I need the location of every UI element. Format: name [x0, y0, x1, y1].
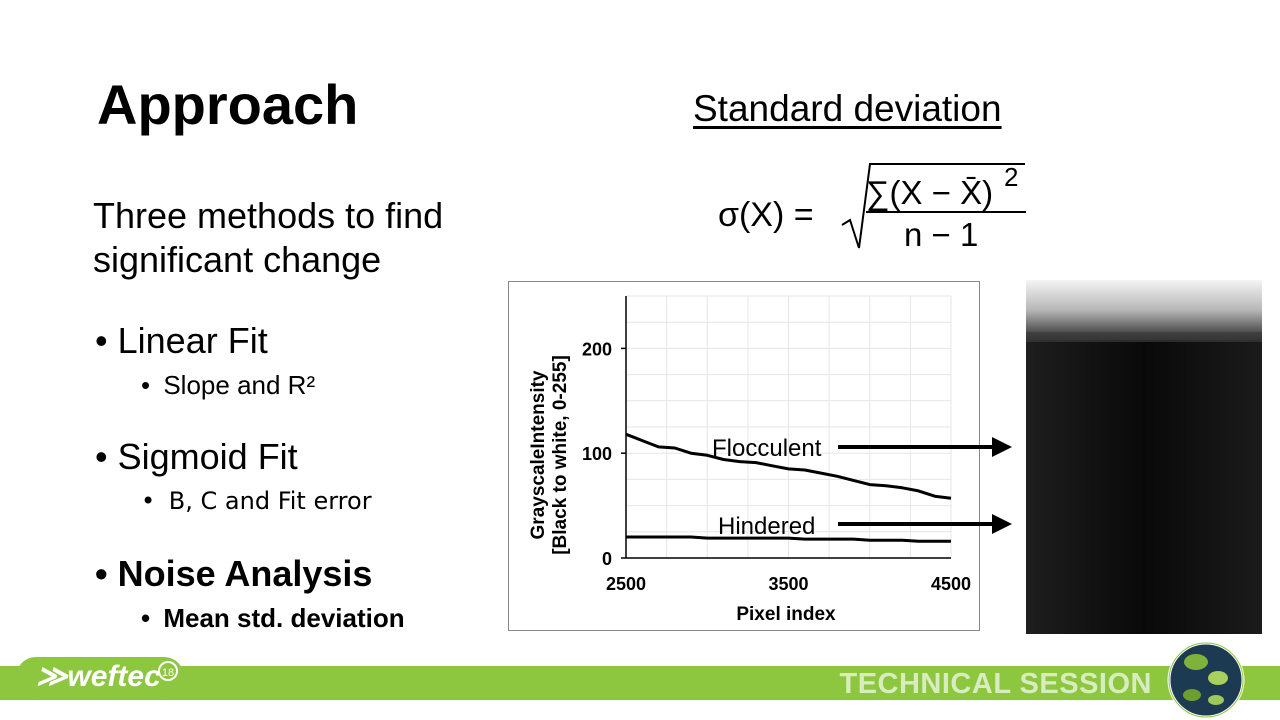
- label-hindered: Hindered: [718, 513, 815, 540]
- bullet-sigmoid-fit: • Sigmoid Fit: [95, 436, 298, 478]
- bullet-glyph: •: [95, 436, 108, 477]
- y-axis-label-line1: GrayscaleIntensity: [528, 370, 549, 539]
- bullet-glyph: •: [141, 603, 151, 633]
- weftec-logo-background: [16, 657, 184, 697]
- bullet-glyph: •: [141, 487, 156, 515]
- weftec-logo-superscript: 18: [158, 661, 178, 681]
- bullet-label: Noise Analysis: [117, 553, 373, 594]
- series-layer: [625, 432, 952, 543]
- footer-band: [0, 666, 1280, 700]
- formula-denominator: n − 1: [904, 216, 978, 253]
- sub-bullet-label: Slope and R²: [163, 370, 316, 400]
- sub-bullet-linear-fit: • Slope and R²: [141, 370, 315, 401]
- sub-bullet-sigmoid-fit: • B, C and Fit error: [141, 487, 372, 515]
- std-dev-formula: σ(X) = ∑(X − X̄) 2 n − 1: [718, 162, 1026, 253]
- logo-mark-icon: ≫: [36, 660, 68, 693]
- intro-text: Three methods to find significant change: [93, 194, 513, 282]
- sub-bullet-label: Mean std. deviation: [163, 603, 405, 633]
- slide-title: Approach: [97, 73, 359, 136]
- sub-bullet-label: B, C and Fit error: [168, 487, 372, 515]
- formula-lhs: σ(X) =: [718, 196, 814, 234]
- settling-column-photo: [1026, 280, 1262, 634]
- chart-ticks: 0 100 200 2500 3500 4500: [582, 339, 971, 594]
- intro-line-2: significant change: [93, 239, 382, 280]
- y-tick-label: 100: [582, 444, 612, 464]
- x-axis-label: Pixel index: [736, 604, 836, 625]
- bullet-linear-fit: • Linear Fit: [95, 320, 268, 362]
- y-axis-label-line2: [Black to white, 0-255]: [550, 355, 571, 555]
- formula-numerator: ∑(X − X̄): [866, 174, 993, 211]
- intro-line-1: Three methods to find: [93, 195, 444, 236]
- weftec-logo-text: weftec: [67, 660, 161, 693]
- weftec-logo: ≫weftec: [36, 659, 161, 694]
- bullet-noise-analysis: • Noise Analysis: [95, 553, 372, 595]
- formula-exponent: 2: [1004, 162, 1018, 192]
- y-tick-label: 200: [582, 339, 612, 359]
- lily-pad-badge-icon: [1167, 641, 1245, 719]
- y-tick-label: 0: [602, 549, 612, 569]
- bullet-glyph: •: [95, 553, 108, 594]
- session-label: TECHNICAL SESSION: [839, 668, 1152, 700]
- chart-frame: [508, 281, 980, 631]
- grayscale-chart: 0 100 200 2500 3500 4500 Pixel index Grayscal…: [528, 295, 971, 625]
- bullet-label: Sigmoid Fit: [117, 436, 298, 477]
- series-line-hindered: [626, 535, 951, 543]
- bullet-glyph: •: [95, 320, 108, 361]
- bullet-label: Linear Fit: [117, 320, 268, 361]
- bullet-glyph: •: [141, 370, 151, 400]
- radical-sign: [841, 163, 1025, 249]
- x-tick-label: 3500: [768, 574, 808, 594]
- sub-bullet-noise-analysis: • Mean std. deviation: [141, 603, 405, 634]
- label-flocculent: Flocculent: [712, 435, 822, 462]
- formula-heading: Standard deviation: [693, 88, 1002, 129]
- x-tick-label: 4500: [931, 574, 971, 594]
- x-tick-label: 2500: [606, 574, 646, 594]
- series-annotations: Flocculent Hindered: [712, 435, 1012, 540]
- series-line-flocculent: [625, 432, 952, 500]
